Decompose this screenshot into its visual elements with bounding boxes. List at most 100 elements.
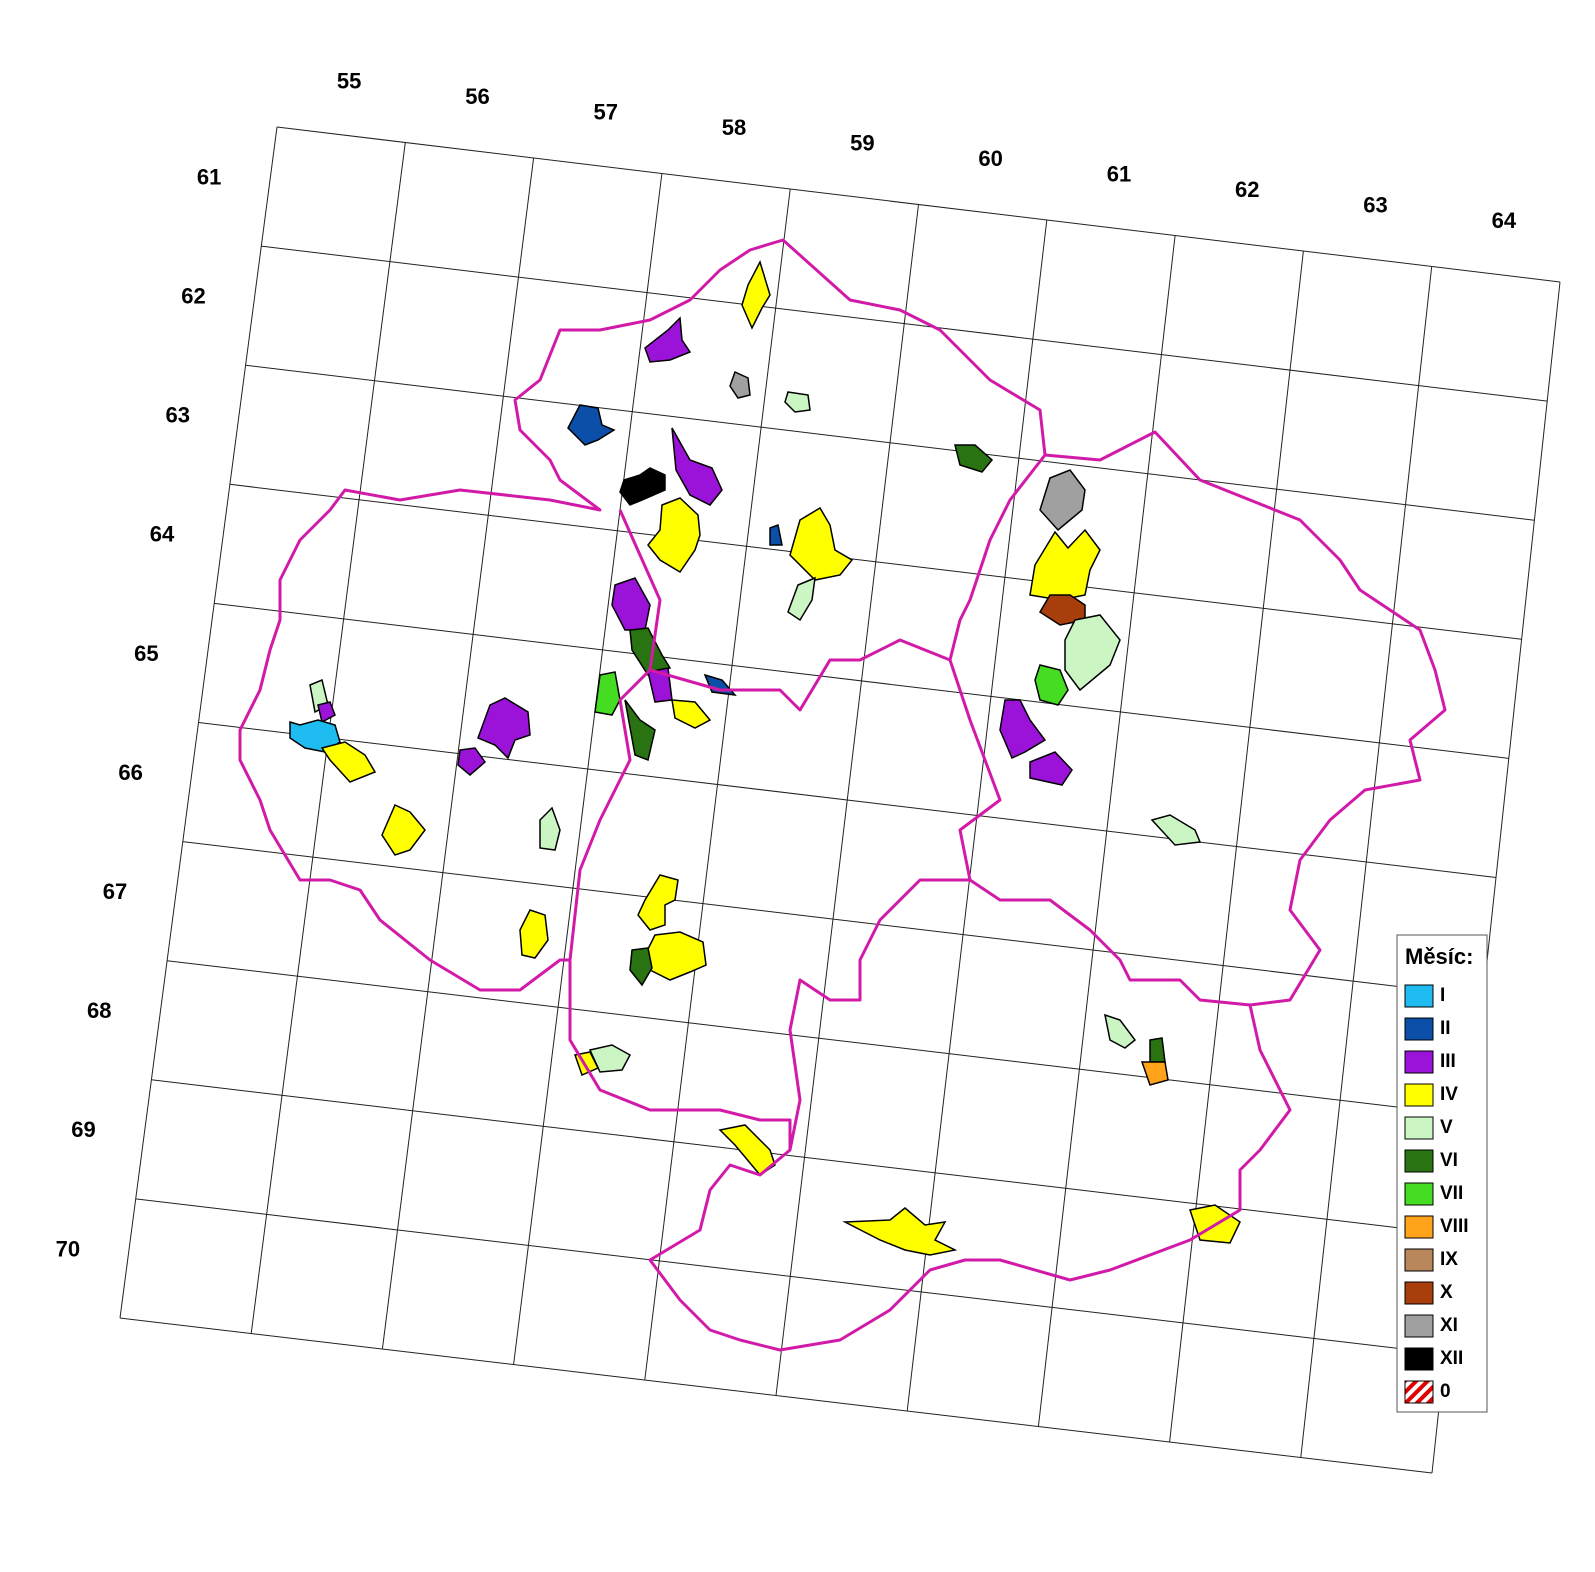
- district: [671, 699, 712, 729]
- column-label: 56: [465, 84, 489, 109]
- district: [671, 427, 723, 506]
- legend-swatch: [1404, 984, 1434, 1008]
- district: [842, 1207, 958, 1256]
- districts: [289, 260, 1241, 1256]
- column-label: 63: [1363, 193, 1387, 218]
- legend-label: III: [1440, 1051, 1456, 1072]
- legend-swatch: [1404, 1182, 1434, 1206]
- district: [999, 699, 1047, 760]
- legend-label: XI: [1440, 1315, 1458, 1336]
- district: [729, 370, 751, 399]
- district: [954, 444, 994, 473]
- legend-label: VII: [1440, 1183, 1463, 1204]
- grid-line: [198, 722, 1497, 878]
- district: [317, 701, 336, 724]
- row-label: 69: [71, 1117, 95, 1142]
- legend-swatch: [1404, 1083, 1434, 1107]
- column-label: 60: [978, 146, 1002, 171]
- legend-label: X: [1440, 1282, 1453, 1303]
- legend-swatch: [1404, 1281, 1434, 1305]
- row-label: 62: [181, 283, 205, 308]
- row-label: 68: [87, 998, 111, 1023]
- district: [289, 719, 341, 753]
- region-border: [568, 509, 662, 961]
- district: [644, 931, 707, 981]
- row-label: 64: [150, 522, 175, 547]
- legend-label: XII: [1440, 1348, 1463, 1369]
- district: [644, 316, 692, 363]
- legend-swatch: [1404, 1215, 1434, 1239]
- legend-swatch: [1404, 1050, 1434, 1074]
- column-label: 64: [1492, 208, 1517, 233]
- row-label: 65: [134, 641, 158, 666]
- legend-swatch: [1404, 1380, 1434, 1404]
- district: [539, 806, 561, 851]
- legend-swatch: [1404, 1116, 1434, 1140]
- grid: [119, 126, 1561, 1474]
- district: [1150, 814, 1202, 846]
- district: [1149, 1037, 1166, 1063]
- column-label: 58: [722, 115, 746, 140]
- legend-label: IV: [1440, 1084, 1458, 1105]
- legend-swatch: [1404, 1017, 1434, 1041]
- row-label: 63: [166, 403, 190, 428]
- legend-label: I: [1440, 985, 1445, 1006]
- row-label: 70: [56, 1236, 80, 1261]
- legend-label: V: [1440, 1117, 1453, 1138]
- legend-label: IX: [1440, 1249, 1458, 1270]
- grid-line: [245, 364, 1535, 521]
- district: [1064, 614, 1121, 692]
- region-border: [238, 238, 1447, 1352]
- grid-line: [119, 1317, 1433, 1474]
- district: [637, 874, 679, 931]
- grid-line: [151, 1079, 1458, 1236]
- row-label: 61: [197, 164, 221, 189]
- legend-label: II: [1440, 1018, 1451, 1039]
- legend-label: 0: [1440, 1381, 1451, 1402]
- column-label: 55: [337, 69, 361, 94]
- district: [1104, 1013, 1137, 1049]
- district: [381, 803, 426, 856]
- legend-label: VIII: [1440, 1216, 1469, 1237]
- district: [594, 671, 621, 716]
- region-border: [969, 878, 1251, 1007]
- district: [787, 576, 816, 622]
- legend-swatch: [1404, 1314, 1434, 1338]
- column-label: 62: [1235, 177, 1259, 202]
- grid-line: [276, 126, 1561, 283]
- district: [619, 467, 666, 506]
- district: [769, 523, 783, 546]
- legend-label: VI: [1440, 1150, 1458, 1171]
- grid-labels: 55 56 57 58 59 60 61 62 63 64 61 62 63 64 65 66 67 68 69 70: [56, 69, 1517, 1262]
- district: [1039, 469, 1086, 532]
- grid-line: [214, 602, 1509, 759]
- column-label: 61: [1107, 162, 1131, 187]
- district: [611, 577, 651, 631]
- column-label: 57: [594, 100, 618, 125]
- grid-line: [229, 483, 1522, 640]
- grid-line: [182, 841, 1484, 998]
- district: [519, 909, 549, 959]
- grid-line: [167, 960, 1471, 1117]
- district: [647, 497, 701, 574]
- district: [741, 260, 771, 330]
- grid-line: [135, 1198, 1445, 1355]
- legend-swatch: [1404, 1248, 1434, 1272]
- row-label: 66: [118, 760, 142, 785]
- district: [789, 506, 854, 581]
- legend-title: Měsíc:: [1405, 944, 1473, 969]
- legend-swatch: [1404, 1347, 1434, 1371]
- district: [1034, 664, 1069, 706]
- district: [1140, 1061, 1169, 1086]
- district: [477, 697, 531, 760]
- district: [1029, 751, 1073, 786]
- grid-line: [261, 245, 1548, 402]
- district: [624, 699, 656, 762]
- district: [567, 404, 616, 446]
- region-border: [649, 638, 1002, 1151]
- legend-swatch: [1404, 1149, 1434, 1173]
- district: [718, 1124, 776, 1176]
- district: [629, 627, 672, 676]
- region-border: [948, 454, 1047, 661]
- district: [457, 747, 487, 776]
